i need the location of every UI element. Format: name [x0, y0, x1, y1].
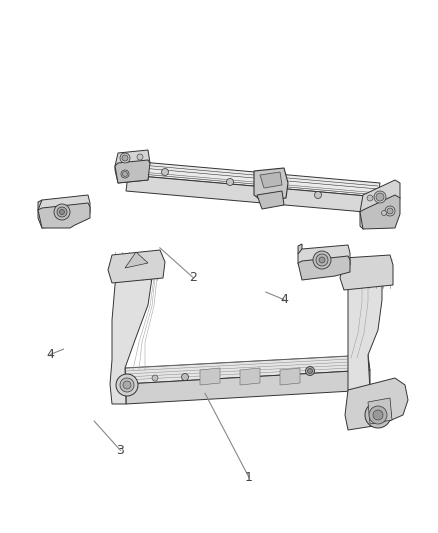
Polygon shape [298, 244, 302, 254]
Polygon shape [108, 250, 165, 283]
Circle shape [122, 155, 128, 161]
Circle shape [226, 179, 233, 185]
Polygon shape [360, 195, 400, 229]
Circle shape [181, 374, 188, 381]
Polygon shape [368, 398, 392, 424]
Circle shape [120, 378, 134, 392]
Circle shape [54, 204, 70, 220]
Circle shape [137, 154, 143, 160]
Polygon shape [298, 256, 350, 280]
Text: 4: 4 [280, 293, 288, 306]
Polygon shape [125, 252, 148, 268]
Circle shape [385, 206, 395, 216]
Circle shape [376, 193, 384, 201]
Polygon shape [360, 180, 400, 229]
Polygon shape [38, 195, 90, 228]
Circle shape [116, 374, 138, 396]
Circle shape [369, 406, 387, 424]
Polygon shape [340, 255, 393, 290]
Polygon shape [115, 150, 150, 183]
Polygon shape [254, 168, 288, 201]
Polygon shape [298, 245, 350, 272]
Polygon shape [345, 378, 408, 430]
Circle shape [381, 211, 386, 215]
Circle shape [162, 168, 169, 175]
Circle shape [367, 195, 373, 201]
Circle shape [57, 207, 67, 217]
Polygon shape [38, 200, 42, 210]
Circle shape [314, 191, 321, 198]
Text: 2: 2 [189, 271, 197, 284]
Circle shape [60, 209, 64, 214]
Circle shape [123, 172, 127, 176]
Circle shape [120, 153, 130, 163]
Text: 1: 1 [245, 471, 253, 483]
Polygon shape [125, 355, 370, 384]
Circle shape [307, 368, 312, 374]
Polygon shape [38, 203, 90, 228]
Polygon shape [240, 368, 260, 385]
Circle shape [316, 254, 328, 266]
Polygon shape [280, 368, 300, 385]
Polygon shape [260, 172, 282, 188]
Polygon shape [257, 191, 284, 209]
Circle shape [152, 375, 158, 381]
Polygon shape [115, 160, 150, 183]
Polygon shape [128, 161, 380, 197]
Circle shape [374, 191, 386, 203]
Circle shape [305, 367, 314, 376]
Polygon shape [348, 260, 382, 390]
Text: 3: 3 [117, 444, 124, 457]
Polygon shape [126, 370, 370, 404]
Circle shape [313, 251, 331, 269]
Circle shape [373, 410, 383, 420]
Circle shape [123, 381, 131, 389]
Polygon shape [110, 258, 152, 404]
Text: 4: 4 [46, 348, 54, 361]
Circle shape [387, 208, 393, 214]
Polygon shape [200, 368, 220, 385]
Circle shape [319, 257, 325, 263]
Circle shape [121, 170, 129, 178]
Circle shape [365, 402, 391, 428]
Polygon shape [126, 175, 378, 213]
